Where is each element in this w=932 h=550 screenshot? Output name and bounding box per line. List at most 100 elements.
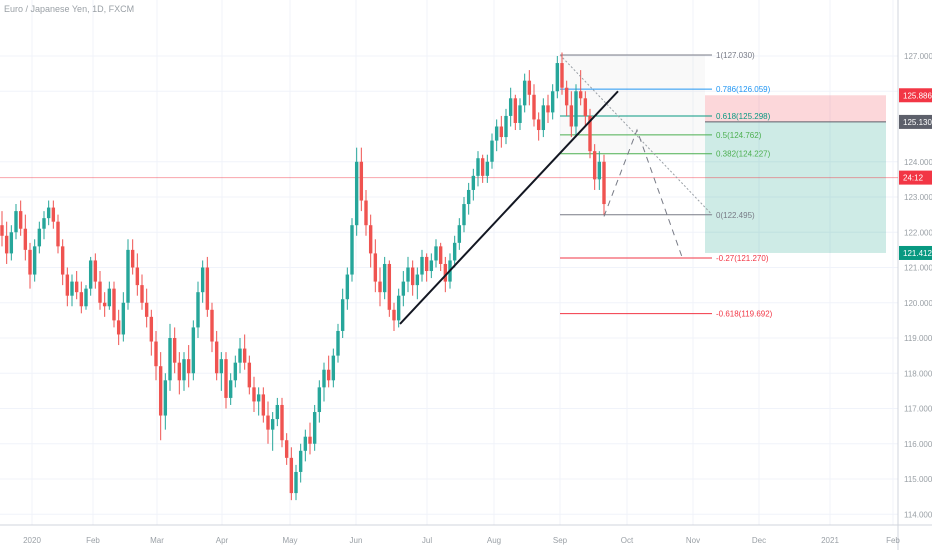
target-zone	[705, 121, 886, 253]
candle-body	[102, 302, 107, 307]
candle-body	[443, 263, 448, 282]
candle-body	[172, 338, 177, 363]
fib-level-label: -0.27(121.270)	[716, 254, 769, 263]
candle-body	[74, 281, 79, 293]
candle-body	[158, 366, 163, 416]
candle-body	[424, 256, 429, 272]
candle-body	[256, 394, 261, 402]
candle-body	[242, 348, 247, 363]
candle-body	[401, 281, 406, 296]
trendline	[399, 90, 619, 325]
price-badge	[899, 245, 932, 260]
candle-body	[126, 249, 130, 303]
candle-body	[280, 404, 284, 441]
y-tick-label: 119.000	[904, 334, 932, 343]
y-tick-label: 116.000	[904, 440, 932, 449]
candle-body	[112, 288, 116, 321]
candle-body	[266, 415, 270, 430]
candle-body	[261, 394, 266, 416]
y-tick-label: 118.000	[904, 369, 932, 378]
candle-body	[368, 225, 373, 254]
candle-body	[536, 119, 541, 131]
candle-body	[200, 267, 205, 293]
candle-body	[37, 228, 42, 247]
y-tick-label: 120.000	[904, 299, 932, 308]
stop-loss-zone	[705, 95, 886, 122]
y-tick-label: 122.000	[904, 228, 932, 237]
candle-body	[224, 359, 228, 398]
candle-body	[228, 380, 233, 398]
candle-body	[289, 457, 294, 494]
candle-body	[56, 221, 60, 247]
candle-body	[462, 204, 466, 226]
price-badge	[899, 88, 932, 103]
candle-body	[303, 436, 308, 451]
candle-body	[84, 288, 88, 307]
candle-body	[499, 126, 504, 138]
y-tick-label: 117.000	[904, 405, 932, 414]
candle-body	[522, 80, 527, 106]
candle-body	[429, 260, 434, 272]
candle-body	[23, 228, 28, 250]
candle-body	[410, 267, 415, 286]
x-tick-label: Sep	[553, 536, 568, 545]
candle-body	[364, 200, 368, 226]
price-badge-label: 125.130	[903, 118, 932, 127]
fib-level-label: 0(122.495)	[716, 211, 755, 220]
y-tick-label: 127.000	[904, 52, 932, 61]
candle-body	[14, 211, 18, 233]
candle-body	[476, 158, 480, 176]
candle-body	[275, 404, 280, 420]
candle-body	[247, 362, 252, 388]
candles	[0, 52, 606, 501]
candle-body	[93, 260, 98, 282]
candle-body	[485, 161, 490, 176]
fib-level-label: 0.786(126.059)	[716, 85, 771, 94]
price-badge-label: 125.886	[903, 91, 932, 100]
candle-body	[555, 63, 560, 92]
candle-body	[177, 362, 182, 381]
candle-body	[210, 309, 214, 342]
x-tick-label: 2020	[23, 536, 41, 545]
candle-body	[252, 387, 256, 402]
projection-path	[603, 128, 683, 258]
x-tick-label: Feb	[886, 536, 900, 545]
candle-body	[359, 161, 364, 201]
candle-body	[70, 281, 74, 296]
candle-body	[378, 281, 382, 293]
candle-body	[392, 309, 396, 321]
candle-body	[569, 105, 574, 127]
candle-body	[396, 295, 401, 321]
grid	[0, 0, 898, 525]
candle-body	[79, 292, 84, 307]
candle-body	[214, 341, 219, 374]
candle-body	[513, 98, 518, 123]
candle-body	[504, 115, 508, 138]
candle-body	[541, 105, 546, 131]
candle-body	[308, 436, 312, 444]
price-badge	[899, 170, 932, 185]
candle-body	[508, 98, 513, 116]
fib-background	[560, 54, 705, 154]
candle-body	[116, 320, 121, 335]
candle-body	[140, 285, 144, 303]
x-tick-label: Feb	[86, 536, 100, 545]
fib-level-label: 0.5(124.762)	[716, 131, 762, 140]
candle-body	[238, 348, 242, 363]
candle-body	[42, 218, 46, 229]
candle-body	[434, 246, 438, 261]
candle-body	[345, 274, 350, 300]
candle-body	[154, 341, 158, 367]
candle-body	[336, 330, 340, 356]
candle-body	[32, 246, 37, 275]
candle-body	[205, 267, 210, 310]
candle-body	[494, 126, 499, 141]
candle-body	[121, 302, 126, 335]
x-tick-label: Jul	[422, 536, 432, 545]
candle-body	[233, 362, 238, 381]
y-tick-label: 123.000	[904, 193, 932, 202]
fib-level-label: 0.382(124.227)	[716, 150, 771, 159]
candle-body	[130, 249, 135, 268]
candle-body	[186, 359, 191, 374]
